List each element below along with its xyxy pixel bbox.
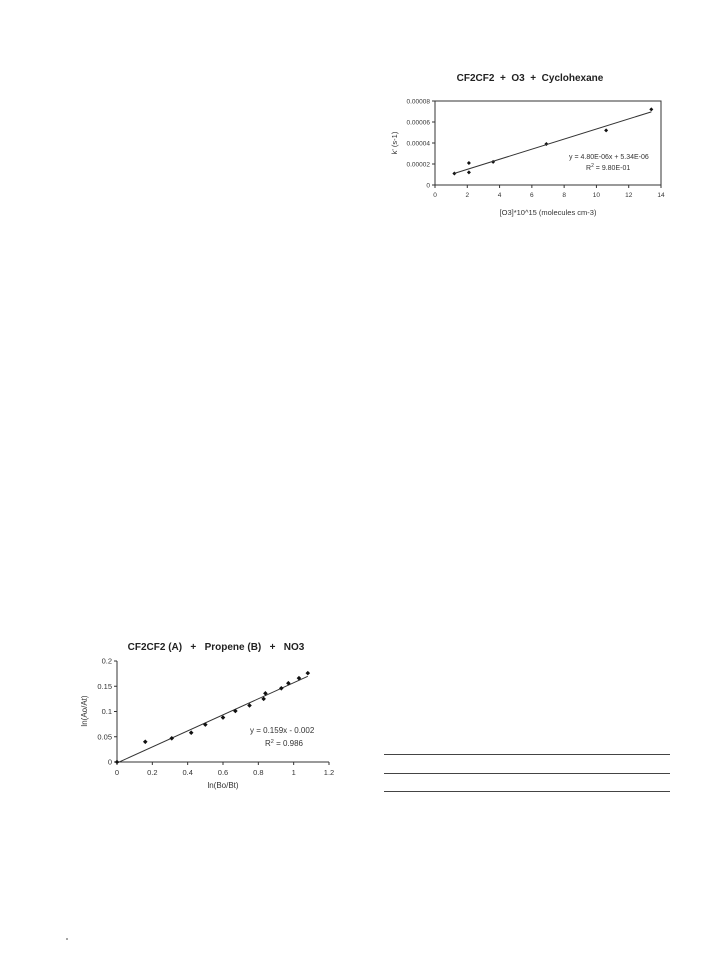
data-point xyxy=(452,171,457,176)
stray-mark xyxy=(66,938,68,940)
y-tick-label: 0.1 xyxy=(102,707,112,716)
data-point xyxy=(286,680,291,686)
x-tick-label: 10 xyxy=(593,192,601,199)
r2-superscript: 2 xyxy=(591,163,594,169)
data-point xyxy=(466,160,471,165)
y-tick-label: 0 xyxy=(426,183,430,190)
x-tick-label: 14 xyxy=(657,192,665,199)
y-tick-label: 0.05 xyxy=(97,732,112,741)
data-point xyxy=(142,739,148,745)
x-tick-label: 0.8 xyxy=(253,768,263,777)
data-point xyxy=(305,670,311,676)
table-header-rule xyxy=(384,773,670,774)
r2-superscript: 2 xyxy=(271,739,274,745)
x-tick-label: 4 xyxy=(498,192,502,199)
y-tick-label: 0 xyxy=(108,758,112,767)
trendline-equation: y = 4.80E-06x + 5.34E-06 xyxy=(569,154,649,161)
trendline-r2: R2 = 0.986 xyxy=(265,739,304,748)
data-point xyxy=(261,696,266,702)
x-tick-label: 6 xyxy=(530,192,534,199)
x-tick-label: 0.6 xyxy=(218,768,228,777)
data-point xyxy=(247,703,252,708)
x-tick-label: 12 xyxy=(625,192,633,199)
data-point xyxy=(466,170,471,175)
x-axis-label: ln(Bo/Bt) xyxy=(207,781,238,790)
x-axis-label: [O3]*10^15 (molecules cm-3) xyxy=(500,208,597,217)
figure-propene: CF2CF2 (A) + Propene (B) + NO3 0 0.2 0.4 0.… xyxy=(76,638,346,798)
x-tick-label: 1.2 xyxy=(324,768,334,777)
table-top-rule xyxy=(384,754,670,755)
r2-label: R xyxy=(265,739,271,748)
y-tick-label: 0.15 xyxy=(97,682,112,691)
data-point xyxy=(233,708,238,714)
figure-cyclohexane: CF2CF2 + O3 + Cyclohexane 0 2 4 6 8 10 12 14 0 0.… xyxy=(380,70,680,230)
r2-value: = 9.80E-01 xyxy=(594,165,630,172)
trendline-r2: R2 = 9.80E-01 xyxy=(586,163,630,172)
y-axis-label: ln(Ao/At) xyxy=(80,695,89,726)
y-tick-label: 0.2 xyxy=(102,657,112,666)
data-point xyxy=(169,735,175,741)
y-tick-label: 0.00008 xyxy=(407,99,431,106)
data-point xyxy=(279,685,284,691)
data-point xyxy=(220,715,226,720)
x-tick-label: 0 xyxy=(433,192,437,199)
chart-title: CF2CF2 (A) + Propene (B) + NO3 xyxy=(127,642,305,653)
trendline-equation: y = 0.159x - 0.002 xyxy=(250,726,315,735)
data-point xyxy=(296,675,302,681)
data-point xyxy=(263,691,268,696)
y-tick-label: 0.00004 xyxy=(407,141,431,148)
data-point xyxy=(188,730,194,736)
y-tick-label: 0.00002 xyxy=(407,162,431,169)
x-tick-label: 1 xyxy=(292,768,296,777)
y-tick-label: 0.00006 xyxy=(407,120,431,127)
table-bottom-rule xyxy=(384,791,670,792)
data-point xyxy=(649,107,654,112)
chart-title: CF2CF2 + O3 + Cyclohexane xyxy=(456,73,604,84)
data-point xyxy=(491,159,496,164)
data-point xyxy=(604,128,609,133)
trendline xyxy=(454,111,652,174)
y-axis-label: k' (s-1) xyxy=(390,131,399,154)
x-tick-label: 0.4 xyxy=(182,768,192,777)
x-tick-label: 8 xyxy=(562,192,566,199)
x-tick-label: 0.2 xyxy=(147,768,157,777)
data-point xyxy=(114,759,120,765)
chart-propene-plot: 0 0.2 0.4 0.6 0.8 1 1.2 0 0.05 0.1 0.15 0.2 y = 0.1… xyxy=(80,657,334,791)
data-point xyxy=(203,722,208,727)
chart-cyclohexane-plot: 0 2 4 6 8 10 12 14 0 0.00002 0.00004 0.00006 0.00008… xyxy=(390,99,665,218)
x-tick-label: 2 xyxy=(465,192,469,199)
r2-label: R xyxy=(586,165,591,172)
r2-value: = 0.986 xyxy=(274,739,304,748)
x-tick-label: 0 xyxy=(115,768,119,777)
trendline xyxy=(116,675,309,764)
